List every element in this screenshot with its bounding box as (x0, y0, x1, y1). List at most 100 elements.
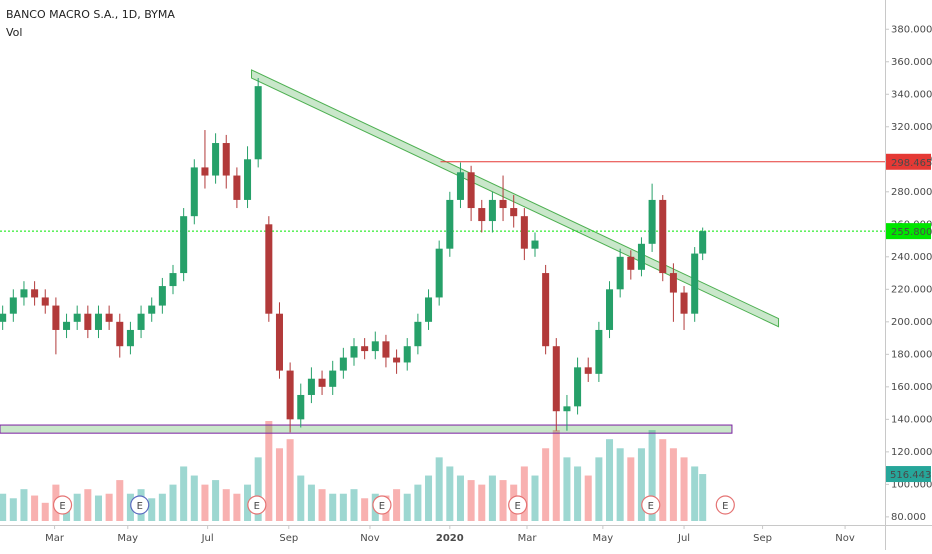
x-tick-label: May (593, 533, 614, 544)
volume-bar (329, 493, 337, 521)
candle-body (648, 199, 656, 244)
chart-title: BANCO MACRO S.A., 1D, BYMA (6, 8, 175, 21)
candle-body (297, 394, 305, 420)
candle-body (126, 329, 134, 347)
x-tick-label: Mar (45, 533, 65, 544)
support-zone (0, 424, 733, 434)
candle-body (307, 378, 315, 395)
y-tick-label: 220.000 (891, 284, 932, 295)
candle-body (627, 256, 635, 270)
x-tick-label: 2020 (436, 533, 464, 544)
y-tick-label: 340.000 (891, 89, 932, 100)
earnings-marker (641, 495, 661, 515)
earnings-label: E (254, 501, 260, 512)
y-tick-label: 280.000 (891, 187, 932, 198)
volume-bar (169, 484, 177, 521)
earnings-label: E (648, 501, 654, 512)
volume-tag (886, 466, 931, 483)
volume-bar (699, 474, 707, 521)
volume-bar (265, 421, 273, 521)
candle-body (94, 313, 102, 330)
volume-bar (691, 466, 699, 521)
candle-body (637, 243, 645, 270)
volume-bar (158, 493, 166, 521)
y-tick-label: 160.000 (891, 382, 932, 393)
trend-channel (251, 69, 780, 328)
volume-bar (0, 493, 7, 521)
candle-body (563, 406, 571, 412)
volume-bar (180, 466, 188, 521)
candle-body (669, 273, 677, 293)
candle-body (41, 297, 49, 306)
volume-bar (9, 498, 17, 521)
volume-bar (190, 475, 198, 521)
volume-bar (297, 475, 305, 521)
x-tick-label: May (117, 533, 138, 544)
candle-body (84, 313, 92, 330)
candle-body (499, 199, 507, 209)
y-tick-label: 100.000 (891, 479, 932, 490)
candle-body (403, 346, 411, 363)
candle-body (616, 256, 624, 290)
x-tick-label: Sep (753, 533, 772, 544)
candle-body (659, 199, 667, 274)
volume-bar (520, 466, 528, 521)
volume-bar (286, 439, 294, 521)
earnings-marker (130, 495, 150, 515)
candle-body (595, 329, 603, 374)
volume-bar (414, 484, 422, 521)
earnings-label: E (722, 501, 728, 512)
volume-title: Vol (6, 26, 22, 39)
y-tick-label: 200.000 (891, 317, 932, 328)
price-tag (886, 223, 931, 240)
volume-bar (105, 493, 113, 521)
volume-bar (307, 484, 315, 521)
y-tick-label: 180.000 (891, 349, 932, 360)
volume-bar (659, 439, 667, 521)
volume-bar (254, 457, 262, 521)
x-tick-label: Nov (835, 533, 855, 544)
candle-body (414, 321, 422, 347)
y-tick-label: 380.000 (891, 24, 932, 35)
candle-body (456, 172, 464, 200)
volume-bar (446, 466, 454, 521)
earnings-label: E (137, 501, 143, 512)
volume-bar (201, 484, 209, 521)
volume-bar (148, 498, 156, 521)
earnings-label: E (515, 501, 521, 512)
volume-bar (606, 439, 614, 521)
earnings-marker (52, 495, 73, 515)
candle-body (212, 143, 220, 176)
candle-body (148, 305, 156, 314)
volume-bar (31, 495, 39, 521)
volume-bar (478, 484, 486, 521)
volume-bar (212, 480, 220, 521)
candle-body (169, 273, 177, 287)
volume-bar (467, 480, 475, 521)
candle-body (318, 378, 326, 387)
x-tick-label: Jul (677, 533, 690, 544)
volume-bar (595, 457, 603, 521)
candle-body (180, 216, 188, 274)
volume-bar (73, 493, 81, 521)
candle-body (0, 313, 7, 322)
y-tick-label: 240.000 (891, 252, 932, 263)
candle-body (222, 143, 230, 176)
volume-bar (488, 475, 496, 521)
y-tick-label: 120.000 (891, 447, 932, 458)
candle-body (531, 240, 539, 249)
candle-body (488, 199, 496, 222)
volume-bar (669, 448, 677, 521)
candle-body (691, 253, 699, 314)
earnings-marker (715, 495, 735, 515)
candle-body (244, 159, 252, 200)
volume-bar (84, 489, 92, 521)
candle-body (137, 313, 145, 330)
candle-body (158, 286, 166, 306)
volume-bar (275, 448, 283, 521)
candle-body (361, 346, 369, 352)
volume-bar (637, 448, 645, 521)
volume-bar (393, 489, 401, 521)
volume-tag-label: 516.443K (890, 470, 932, 481)
